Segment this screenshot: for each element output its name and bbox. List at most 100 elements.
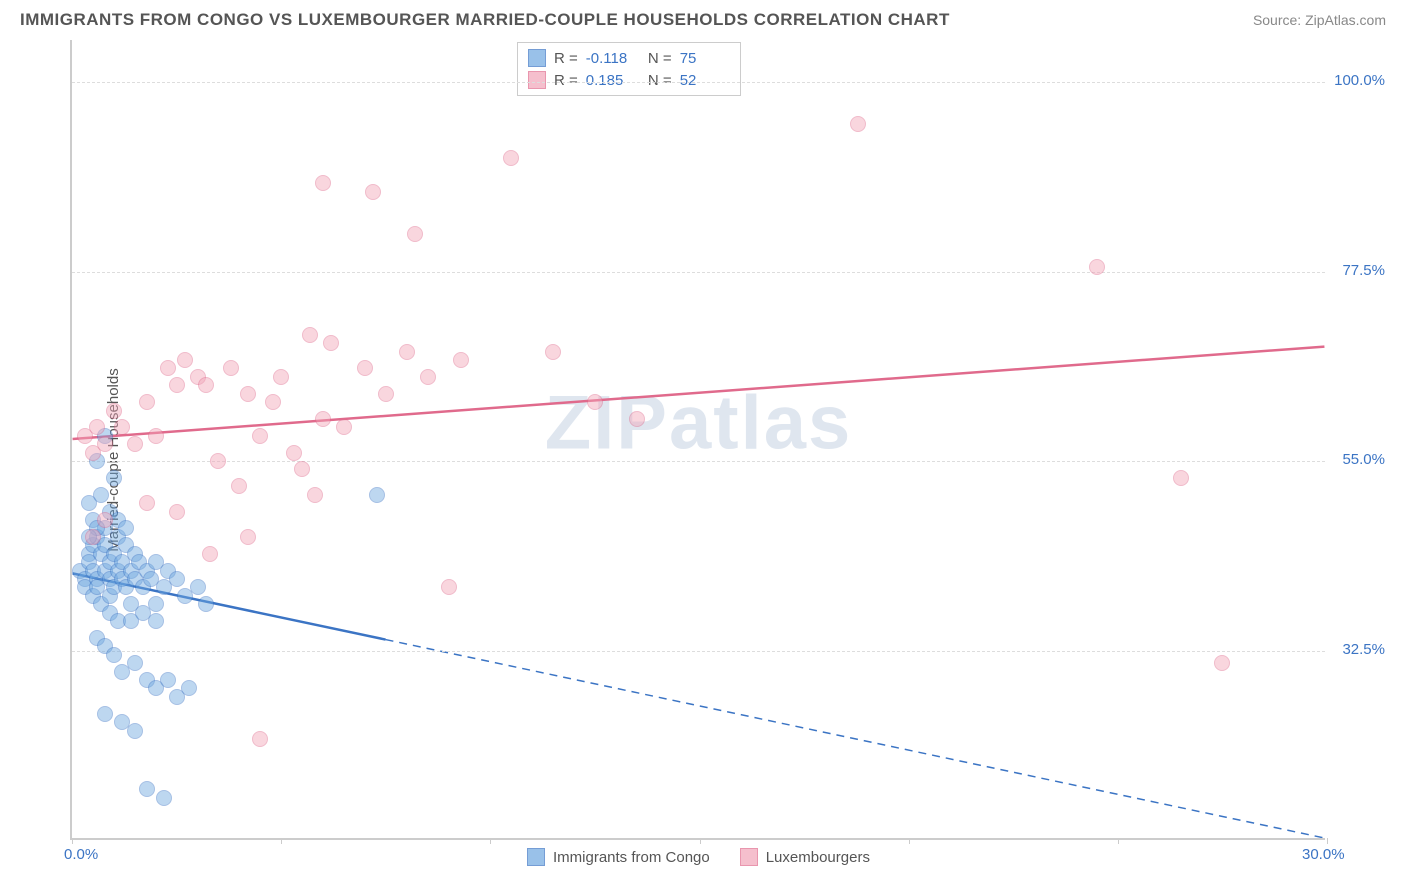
watermark: ZIPatlas	[545, 380, 852, 467]
data-point	[127, 436, 143, 452]
data-point	[181, 680, 197, 696]
data-point	[148, 613, 164, 629]
data-point	[1173, 470, 1189, 486]
data-point	[1214, 655, 1230, 671]
plot-area: ZIPatlas R = -0.118 N = 75 R = 0.185 N =…	[70, 40, 1325, 840]
gridline	[72, 82, 1325, 83]
data-point	[106, 647, 122, 663]
legend-swatch-icon	[740, 848, 758, 866]
series-swatch-icon	[528, 71, 546, 89]
stat-n-value: 52	[680, 72, 730, 89]
data-point	[420, 369, 436, 385]
data-point	[202, 546, 218, 562]
data-point	[97, 436, 113, 452]
data-point	[1089, 259, 1105, 275]
data-point	[302, 327, 318, 343]
data-point	[336, 419, 352, 435]
gridline	[72, 461, 1325, 462]
data-point	[545, 344, 561, 360]
data-point	[252, 731, 268, 747]
data-point	[587, 394, 603, 410]
data-point	[169, 571, 185, 587]
data-point	[441, 579, 457, 595]
data-point	[629, 411, 645, 427]
legend-item: Immigrants from Congo	[527, 848, 710, 866]
data-point	[97, 512, 113, 528]
stat-r-label: R =	[554, 72, 578, 89]
data-point	[286, 445, 302, 461]
data-point	[273, 369, 289, 385]
data-point	[169, 377, 185, 393]
legend-swatch-icon	[527, 848, 545, 866]
data-point	[315, 411, 331, 427]
x-tick-label: 30.0%	[1302, 846, 1345, 863]
stat-r-value: 0.185	[586, 72, 636, 89]
data-point	[127, 723, 143, 739]
data-point	[160, 672, 176, 688]
y-tick-label: 32.5%	[1342, 641, 1385, 658]
data-point	[198, 377, 214, 393]
data-point	[139, 495, 155, 511]
data-point	[323, 335, 339, 351]
data-point	[160, 360, 176, 376]
data-point	[118, 520, 134, 536]
data-point	[139, 394, 155, 410]
data-point	[453, 352, 469, 368]
data-point	[850, 116, 866, 132]
data-point	[190, 579, 206, 595]
data-point	[307, 487, 323, 503]
data-point	[240, 386, 256, 402]
data-point	[97, 706, 113, 722]
data-point	[127, 655, 143, 671]
data-point	[315, 175, 331, 191]
x-tick-mark	[281, 838, 282, 844]
data-point	[240, 529, 256, 545]
data-point	[369, 487, 385, 503]
y-tick-label: 55.0%	[1342, 451, 1385, 468]
gridline	[72, 651, 1325, 652]
data-point	[399, 344, 415, 360]
y-tick-label: 77.5%	[1342, 262, 1385, 279]
data-point	[231, 478, 247, 494]
data-point	[169, 504, 185, 520]
stat-n-label: N =	[644, 50, 672, 67]
data-point	[106, 470, 122, 486]
trend-line	[73, 347, 1325, 439]
gridline	[72, 272, 1325, 273]
y-tick-label: 100.0%	[1334, 72, 1385, 89]
chart-container: Married-couple Households ZIPatlas R = -…	[50, 40, 1390, 880]
data-point	[177, 352, 193, 368]
data-point	[407, 226, 423, 242]
x-tick-mark	[1118, 838, 1119, 844]
x-tick-label: 0.0%	[64, 846, 98, 863]
data-point	[294, 461, 310, 477]
data-point	[93, 487, 109, 503]
stat-n-label: N =	[644, 72, 672, 89]
data-point	[85, 529, 101, 545]
stat-r-value: -0.118	[586, 50, 636, 67]
x-tick-mark	[72, 838, 73, 844]
x-tick-mark	[700, 838, 701, 844]
stats-row: R = -0.118 N = 75	[528, 47, 730, 69]
data-point	[89, 419, 105, 435]
x-tick-mark	[909, 838, 910, 844]
stats-row: R = 0.185 N = 52	[528, 69, 730, 91]
data-point	[106, 403, 122, 419]
data-point	[365, 184, 381, 200]
data-point	[156, 790, 172, 806]
legend-label: Immigrants from Congo	[553, 849, 710, 866]
data-point	[223, 360, 239, 376]
legend-label: Luxembourgers	[766, 849, 870, 866]
data-point	[378, 386, 394, 402]
x-tick-mark	[490, 838, 491, 844]
series-swatch-icon	[528, 49, 546, 67]
data-point	[503, 150, 519, 166]
data-point	[139, 781, 155, 797]
x-tick-mark	[1327, 838, 1328, 844]
source-label: Source: ZipAtlas.com	[1253, 12, 1386, 28]
chart-title: IMMIGRANTS FROM CONGO VS LUXEMBOURGER MA…	[20, 10, 950, 30]
data-point	[210, 453, 226, 469]
legend-item: Luxembourgers	[740, 848, 870, 866]
data-point	[357, 360, 373, 376]
data-point	[265, 394, 281, 410]
